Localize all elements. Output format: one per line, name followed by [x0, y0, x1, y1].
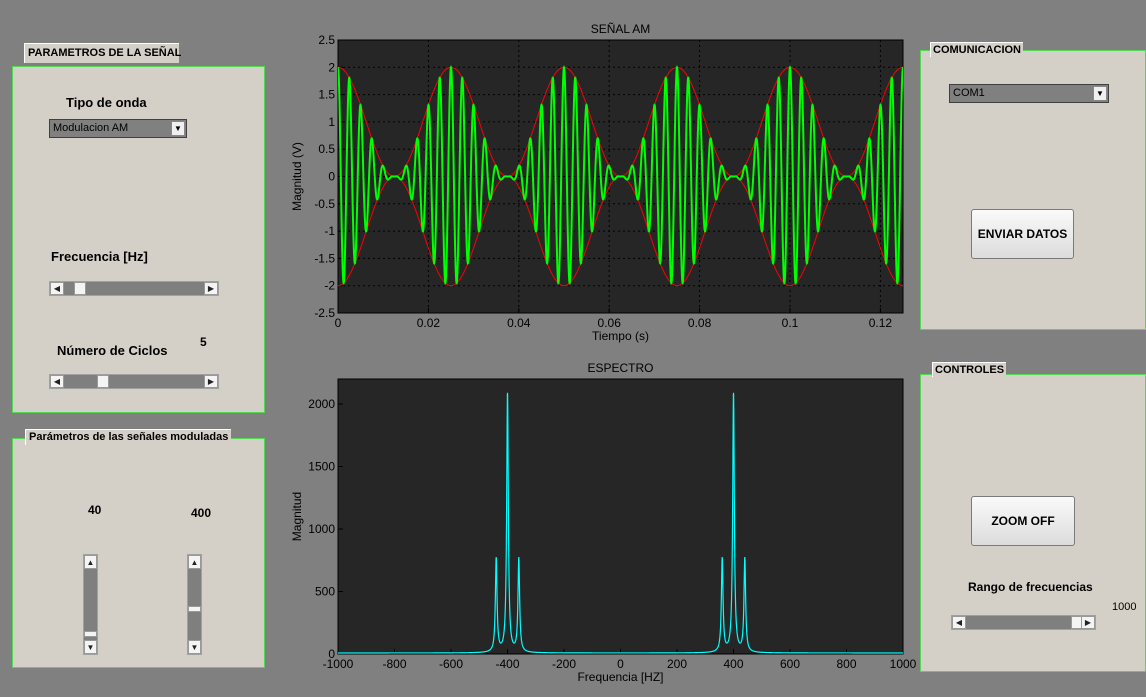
am-x-label: Tiempo (s): [592, 329, 649, 343]
spectrum-x-tick-label: -1000: [323, 657, 354, 671]
cycles-label: Número de Ciclos: [57, 343, 168, 358]
am-x-tick-label: 0.12: [869, 316, 893, 330]
am-title: SEÑAL AM: [591, 22, 651, 36]
spectrum-x-tick-label: 600: [780, 657, 800, 671]
spectrum-peak-point: [495, 559, 498, 562]
spectrum-x-tick-label: -600: [439, 657, 463, 671]
spectrum-x-label: Frequencia [HZ]: [577, 670, 663, 684]
carrier-frequency-thumb[interactable]: [188, 605, 201, 612]
am-y-tick-label: 1.5: [318, 88, 335, 102]
am-y-tick-label: -0.5: [314, 197, 335, 211]
arrow-left-icon[interactable]: ◀: [952, 616, 966, 629]
spectrum-chart: -1000 -800 -600 -400 -200 0 200 400 600 800 1000 20…: [290, 361, 917, 684]
spectrum-x-tick-label: 400: [723, 657, 743, 671]
am-y-tick-label: 2.5: [318, 33, 335, 47]
am-y-tick-label: 0: [328, 170, 335, 184]
wave-type-label: Tipo de onda: [66, 95, 147, 110]
frequency-range-label: Rango de frecuencias: [968, 580, 1093, 594]
modulating-frequency-thumb[interactable]: [84, 630, 97, 637]
am-y-tick-label: 0.5: [318, 142, 335, 156]
spectrum-peak-point: [744, 559, 746, 562]
am-signal-chart: 0 0.02 0.04 0.06 0.08 0.1 0.12 2.5 2 1.5 1 0.5 0 -0.5…: [290, 22, 904, 343]
am-plot-area: [337, 39, 904, 314]
spectrum-x-tick-label: 800: [836, 657, 856, 671]
arrow-left-icon[interactable]: ◀: [50, 282, 64, 295]
modulating-frequency-slider[interactable]: ▲ ▼: [83, 554, 98, 655]
spectrum-x-tick-label: 1000: [890, 657, 917, 671]
spectrum-line: [338, 392, 903, 654]
am-x-tick-label: 0.02: [417, 316, 441, 330]
spectrum-y-label: Magnitud: [290, 492, 304, 541]
am-signal-line: [338, 65, 903, 285]
am-y-tick-label: -1.5: [314, 251, 335, 265]
spectrum-peak-point: [518, 559, 520, 562]
am-envelope-lower: [338, 176, 903, 287]
cycles-value: 5: [200, 335, 207, 349]
signal-params-title: PARAMETROS DE LA SEÑAL: [24, 43, 181, 63]
spectrum-x-tick-label: -400: [495, 657, 519, 671]
spectrum-y-tick-label: 500: [315, 585, 335, 599]
spectrum-y-tick-label: 2000: [308, 397, 335, 411]
spectrum-title: ESPECTRO: [587, 361, 653, 375]
arrow-right-icon[interactable]: ▶: [204, 375, 218, 388]
spectrum-y-tick-label: 0: [328, 647, 335, 661]
arrow-right-icon[interactable]: ▶: [204, 282, 218, 295]
send-data-button[interactable]: ENVIAR DATOS: [971, 209, 1074, 259]
frequency-label: Frecuencia [Hz]: [51, 249, 148, 264]
modulated-params-panel: [12, 438, 265, 668]
am-y-tick-label: -2.5: [314, 306, 335, 320]
am-y-tick-label: -1: [324, 224, 335, 238]
am-y-label: Magnitud (V): [290, 142, 304, 211]
spectrum-peak-point: [721, 559, 723, 562]
controls-title: CONTROLES: [932, 362, 1007, 377]
am-x-tick-label: 0.04: [507, 316, 531, 330]
frequency-range-value: 1000: [1112, 601, 1137, 613]
com-port-value: COM1: [953, 87, 985, 99]
modulated-slider1-value: 40: [88, 503, 102, 517]
am-x-tick-label: 0.1: [782, 316, 799, 330]
arrow-up-icon[interactable]: ▲: [84, 555, 97, 569]
frequency-slider-thumb[interactable]: [74, 282, 87, 295]
carrier-frequency-slider[interactable]: ▲ ▼: [187, 554, 202, 655]
cycles-slider[interactable]: ◀ ▶: [49, 374, 219, 389]
am-x-tick-label: 0: [335, 316, 342, 330]
spectrum-y-tick-label: 1500: [308, 460, 335, 474]
spectrum-y-tick-label: 1000: [308, 522, 335, 536]
chevron-down-icon[interactable]: ▼: [171, 121, 185, 136]
zoom-toggle-button[interactable]: ZOOM OFF: [971, 496, 1075, 546]
arrow-right-icon[interactable]: ▶: [1081, 616, 1095, 629]
spectrum-x-tick-label: -800: [382, 657, 406, 671]
spectrum-x-tick-label: 200: [667, 657, 687, 671]
spectrum-x-tick-label: -200: [552, 657, 576, 671]
communication-title: COMUNICACION: [930, 42, 1023, 57]
arrow-down-icon[interactable]: ▼: [188, 640, 201, 654]
am-x-tick-label: 0.06: [598, 316, 622, 330]
am-y-tick-label: 2: [328, 60, 335, 74]
chevron-down-icon[interactable]: ▼: [1093, 86, 1107, 101]
arrow-up-icon[interactable]: ▲: [188, 555, 201, 569]
spectrum-peak-point: [506, 394, 509, 397]
spectrum-plot-area: [337, 378, 904, 655]
am-envelope-upper: [338, 66, 903, 177]
com-port-select[interactable]: COM1 ▼: [949, 84, 1109, 103]
cycles-slider-thumb[interactable]: [96, 375, 109, 388]
arrow-left-icon[interactable]: ◀: [50, 375, 64, 388]
spectrum-x-tick-label: 0: [617, 657, 624, 671]
spectrum-peak-point: [732, 394, 735, 397]
am-x-tick-label: 0.08: [688, 316, 712, 330]
modulated-params-title: Parámetros de las señales moduladas: [25, 429, 232, 445]
am-y-tick-label: -2: [324, 279, 335, 293]
am-y-tick-label: 1: [328, 115, 335, 129]
wave-type-value: Modulacion AM: [53, 122, 129, 134]
frequency-slider[interactable]: ◀ ▶: [49, 281, 219, 296]
wave-type-select[interactable]: Modulacion AM ▼: [49, 119, 187, 138]
frequency-range-slider[interactable]: ◀ ▶: [951, 615, 1096, 630]
arrow-down-icon[interactable]: ▼: [84, 640, 97, 654]
modulated-slider2-value: 400: [191, 506, 212, 520]
